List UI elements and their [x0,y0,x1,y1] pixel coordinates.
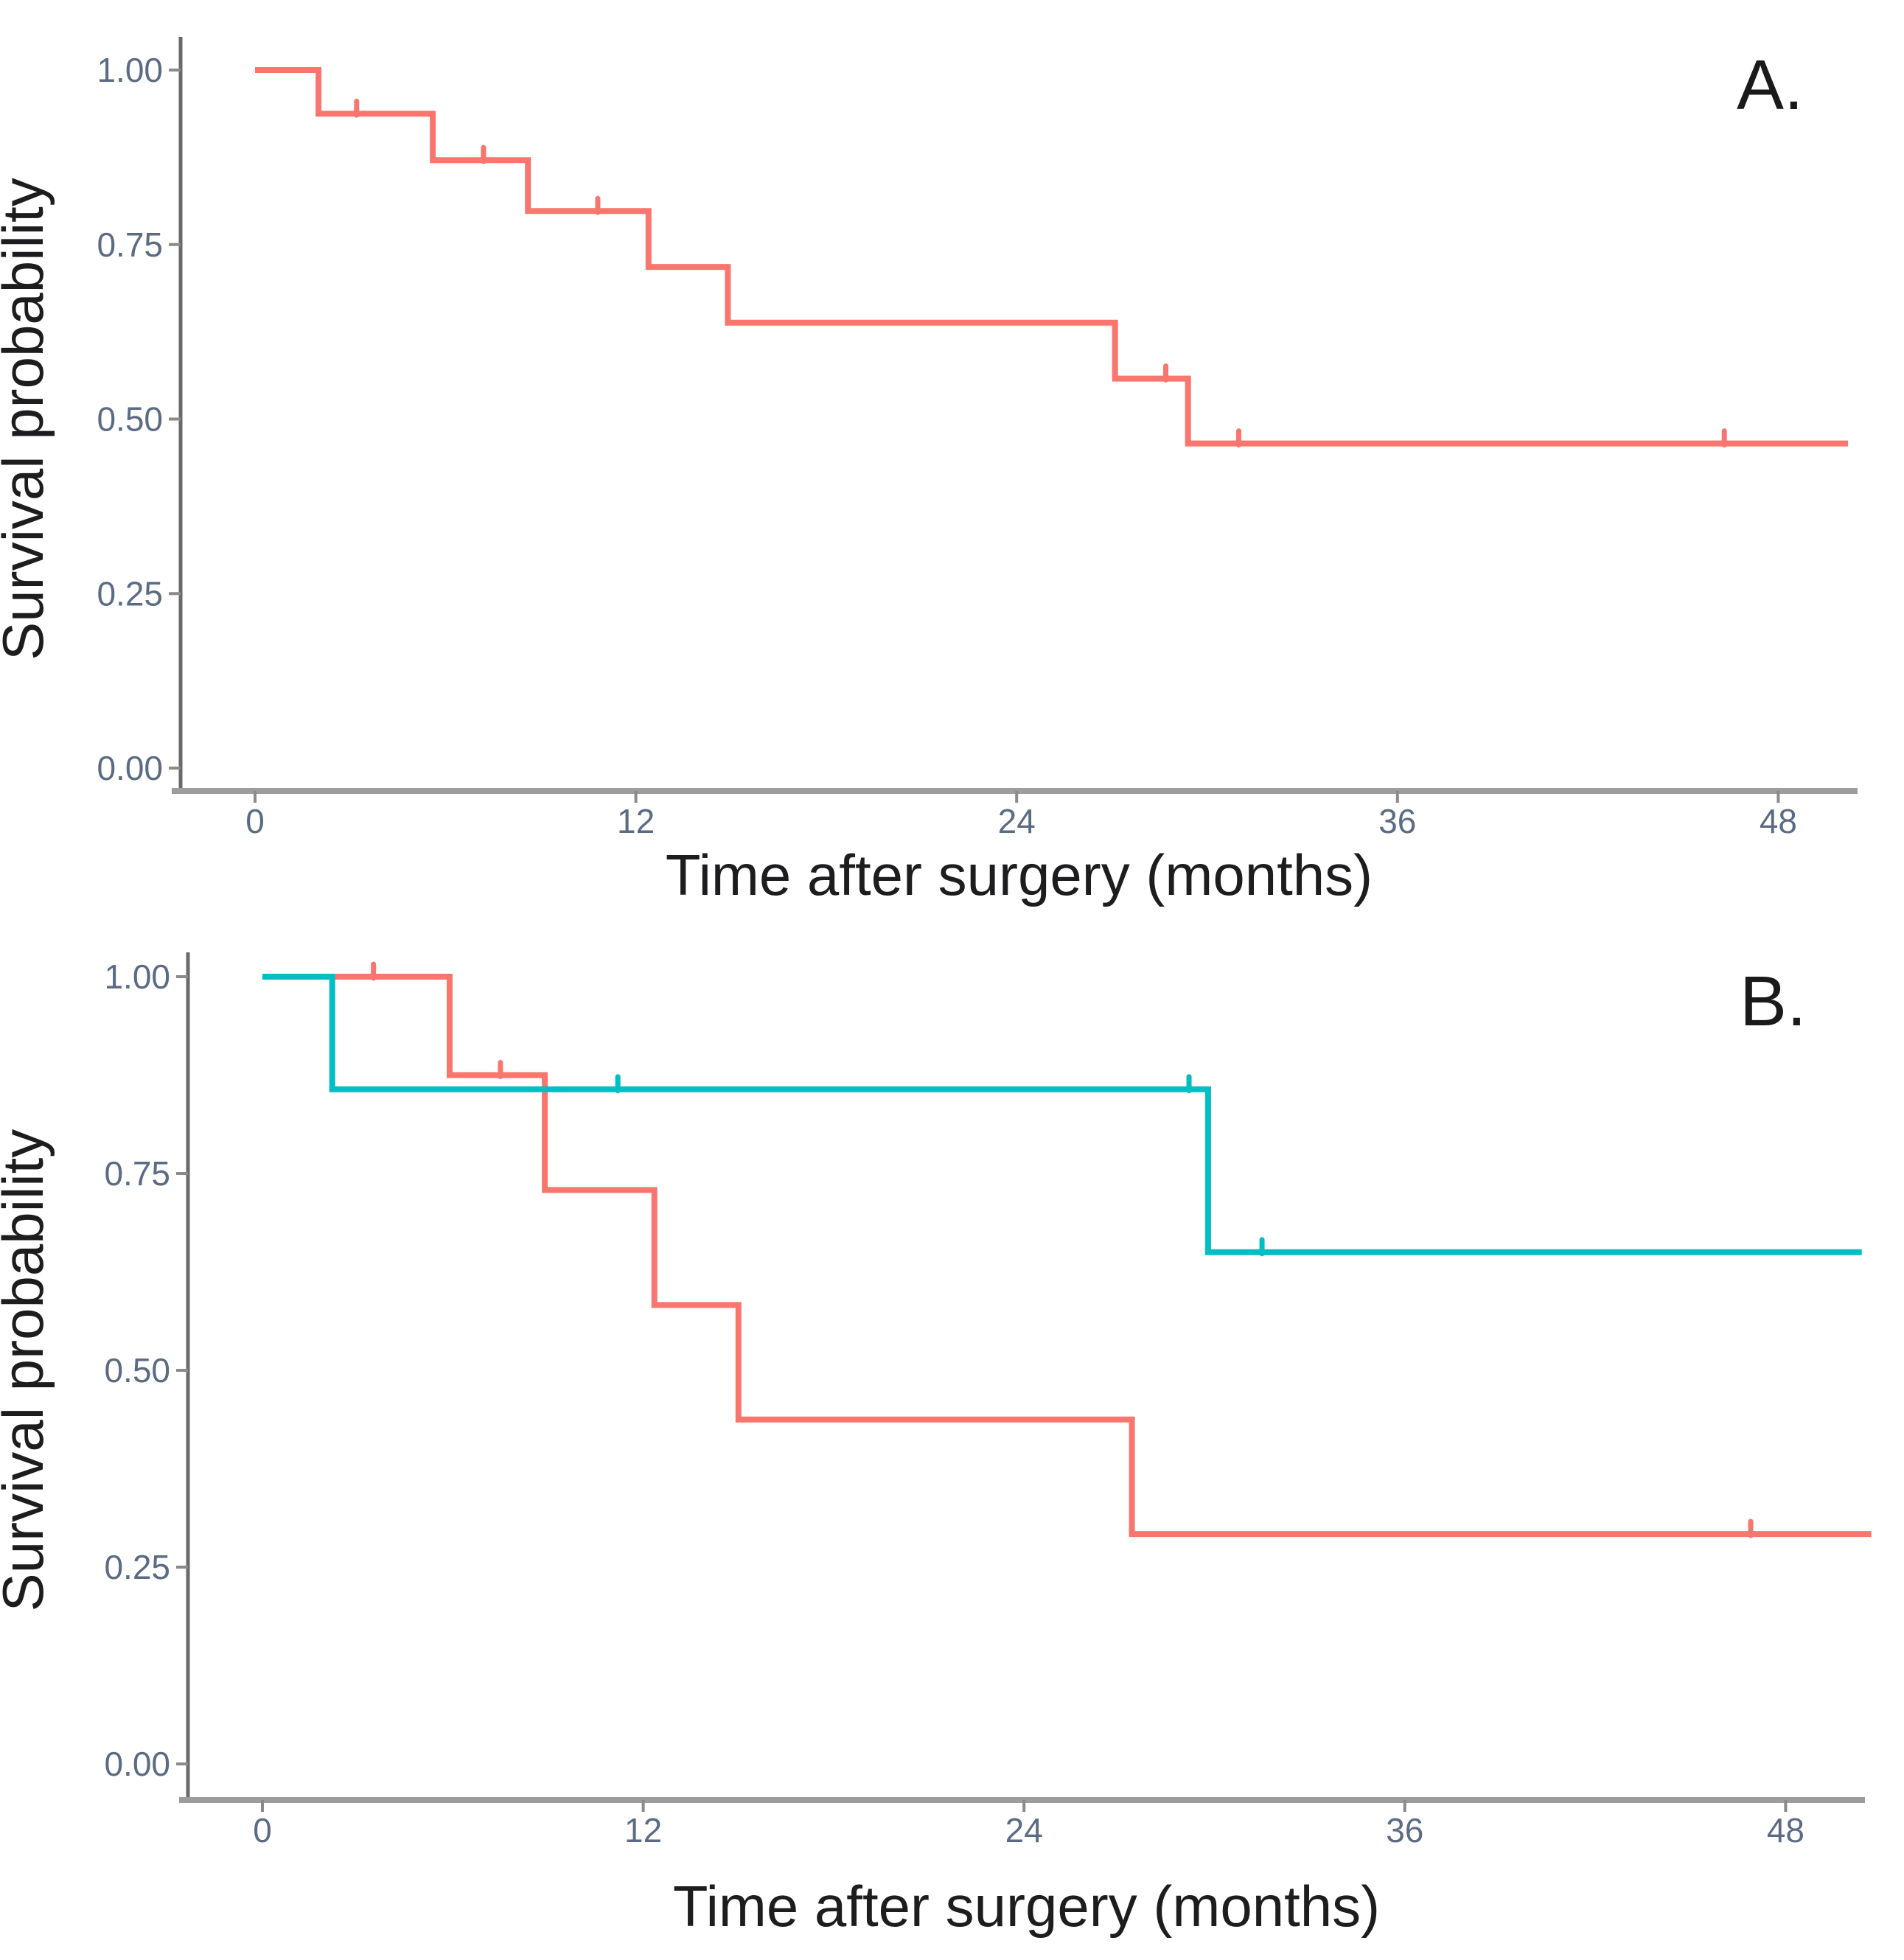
x-axis-ticks: 0 12 24 36 48 [253,1800,1804,1849]
x-tick-label: 36 [1378,802,1416,840]
x-tick-label: 12 [624,1811,662,1849]
y-tick-label: 1.00 [104,958,170,996]
panel-letter-label: A. [1737,46,1804,125]
x-tick-label: 0 [253,1811,272,1849]
y-tick-label: 0.25 [104,1548,170,1586]
survival-curve-group-red [262,974,1872,1538]
y-tick-label: 0.50 [104,1351,170,1389]
survival-curve-overall-cohort [255,67,1849,447]
x-tick-label: 36 [1386,1811,1423,1849]
panel-letter-label: B. [1740,962,1807,1041]
y-axis-title: Survival probability [0,178,55,660]
y-axis-title: Survival probability [0,1129,55,1612]
y-tick-label: 0.75 [104,1154,170,1193]
y-tick-label: 0.00 [104,1745,170,1783]
x-axis-title: Time after surgery (months) [673,1874,1380,1939]
x-tick-label: 24 [1005,1811,1043,1849]
censor-marks-overall-cohort [354,98,1727,448]
x-axis-ticks: 0 12 24 36 48 [245,791,1797,840]
x-axis-title: Time after surgery (months) [666,843,1373,907]
y-tick-label: 0.75 [97,226,163,264]
x-tick-label: 0 [245,802,265,840]
survival-curve-group-teal [262,974,1862,1255]
panel-A: 1.00 0.75 0.50 0.25 0.00 0 12 24 36 48 Time after … [0,37,1858,907]
y-axis-ticks: 1.00 0.75 0.50 0.25 0.00 [104,958,188,1783]
censor-marks-group-red [371,961,1754,1538]
censor-marks-group-teal [615,1074,1265,1257]
y-tick-label: 0.00 [97,749,163,787]
y-tick-label: 0.25 [97,574,163,613]
x-tick-label: 48 [1767,1811,1804,1849]
y-axis-ticks: 1.00 0.75 0.50 0.25 0.00 [97,51,181,787]
x-tick-label: 12 [617,802,655,840]
panel-B: 1.00 0.75 0.50 0.25 0.00 0 12 24 36 48 Time after … [0,952,1872,1939]
x-tick-label: 24 [998,802,1036,840]
x-tick-label: 48 [1760,802,1797,840]
y-tick-label: 1.00 [97,51,163,89]
y-tick-label: 0.50 [97,400,163,439]
